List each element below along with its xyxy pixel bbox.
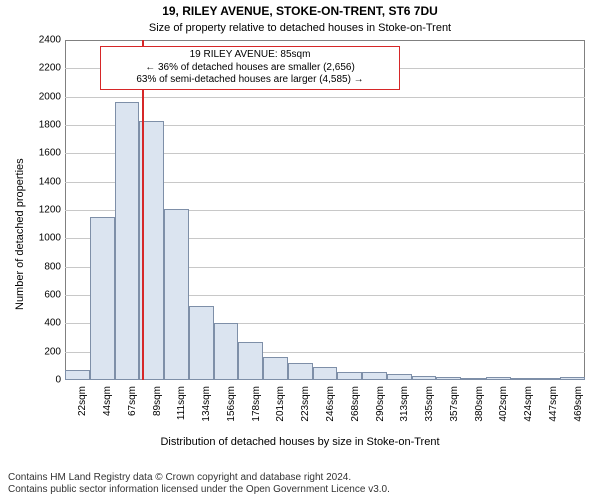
histogram-bar xyxy=(313,367,338,380)
chart-title-sub: Size of property relative to detached ho… xyxy=(0,22,600,34)
x-tick-label: 178sqm xyxy=(251,386,262,436)
y-tick-label: 800 xyxy=(31,261,61,272)
histogram-bar xyxy=(560,377,585,380)
x-tick-label: 67sqm xyxy=(127,386,138,436)
plot-area xyxy=(65,40,585,380)
footer-line-2: Contains public sector information licen… xyxy=(8,484,592,496)
x-tick-label: 111sqm xyxy=(176,386,187,436)
y-tick-label: 600 xyxy=(31,290,61,301)
x-tick-label: 134sqm xyxy=(201,386,212,436)
chart-title-main: 19, RILEY AVENUE, STOKE-ON-TRENT, ST6 7D… xyxy=(0,4,600,18)
x-axis-label: Distribution of detached houses by size … xyxy=(0,436,600,448)
histogram-bar xyxy=(288,363,313,380)
x-tick-label: 201sqm xyxy=(275,386,286,436)
x-tick-label: 313sqm xyxy=(399,386,410,436)
histogram-bar xyxy=(238,342,263,380)
histogram-bar xyxy=(214,323,239,380)
histogram-bar xyxy=(65,370,90,380)
x-tick-label: 290sqm xyxy=(375,386,386,436)
histogram-bar xyxy=(535,378,560,380)
annotation-line: 63% of semi-detached houses are larger (… xyxy=(107,74,393,87)
histogram-bar xyxy=(387,374,412,380)
y-tick-label: 2400 xyxy=(31,35,61,46)
histogram-bar xyxy=(90,217,115,380)
histogram-bar xyxy=(436,377,461,380)
y-tick-label: 1800 xyxy=(31,120,61,131)
x-tick-label: 89sqm xyxy=(152,386,163,436)
footer-attribution: Contains HM Land Registry data © Crown c… xyxy=(8,472,592,496)
y-tick-label: 0 xyxy=(31,375,61,386)
histogram-bar xyxy=(115,102,140,380)
x-tick-label: 246sqm xyxy=(325,386,336,436)
x-tick-label: 335sqm xyxy=(424,386,435,436)
histogram-bar xyxy=(511,378,536,380)
x-tick-label: 402sqm xyxy=(498,386,509,436)
x-tick-label: 268sqm xyxy=(350,386,361,436)
x-tick-label: 22sqm xyxy=(77,386,88,436)
y-tick-label: 200 xyxy=(31,346,61,357)
histogram-bar xyxy=(263,357,288,380)
y-tick-label: 1400 xyxy=(31,176,61,187)
y-tick-label: 400 xyxy=(31,318,61,329)
property-marker-line xyxy=(142,40,144,380)
y-tick-label: 1600 xyxy=(31,148,61,159)
x-tick-label: 223sqm xyxy=(300,386,311,436)
annotation-box: 19 RILEY AVENUE: 85sqm← 36% of detached … xyxy=(100,46,400,90)
y-tick-label: 2000 xyxy=(31,91,61,102)
x-tick-label: 357sqm xyxy=(449,386,460,436)
annotation-line: ← 36% of detached houses are smaller (2,… xyxy=(107,62,393,75)
histogram-bar xyxy=(337,372,362,381)
y-tick-label: 1000 xyxy=(31,233,61,244)
x-tick-label: 424sqm xyxy=(523,386,534,436)
histogram-bar xyxy=(461,378,486,380)
annotation-line: 19 RILEY AVENUE: 85sqm xyxy=(107,49,393,62)
y-tick-label: 2200 xyxy=(31,63,61,74)
x-tick-label: 469sqm xyxy=(573,386,584,436)
y-axis-label: Number of detached properties xyxy=(14,158,26,310)
histogram-bar xyxy=(362,372,387,381)
x-tick-label: 447sqm xyxy=(548,386,559,436)
histogram-bar xyxy=(486,377,511,380)
footer-line-1: Contains HM Land Registry data © Crown c… xyxy=(8,472,592,484)
y-tick-label: 1200 xyxy=(31,205,61,216)
histogram-bar xyxy=(164,209,189,380)
x-tick-label: 156sqm xyxy=(226,386,237,436)
histogram-bar xyxy=(412,376,437,380)
histogram-bar xyxy=(189,306,214,380)
x-tick-label: 380sqm xyxy=(474,386,485,436)
x-tick-label: 44sqm xyxy=(102,386,113,436)
